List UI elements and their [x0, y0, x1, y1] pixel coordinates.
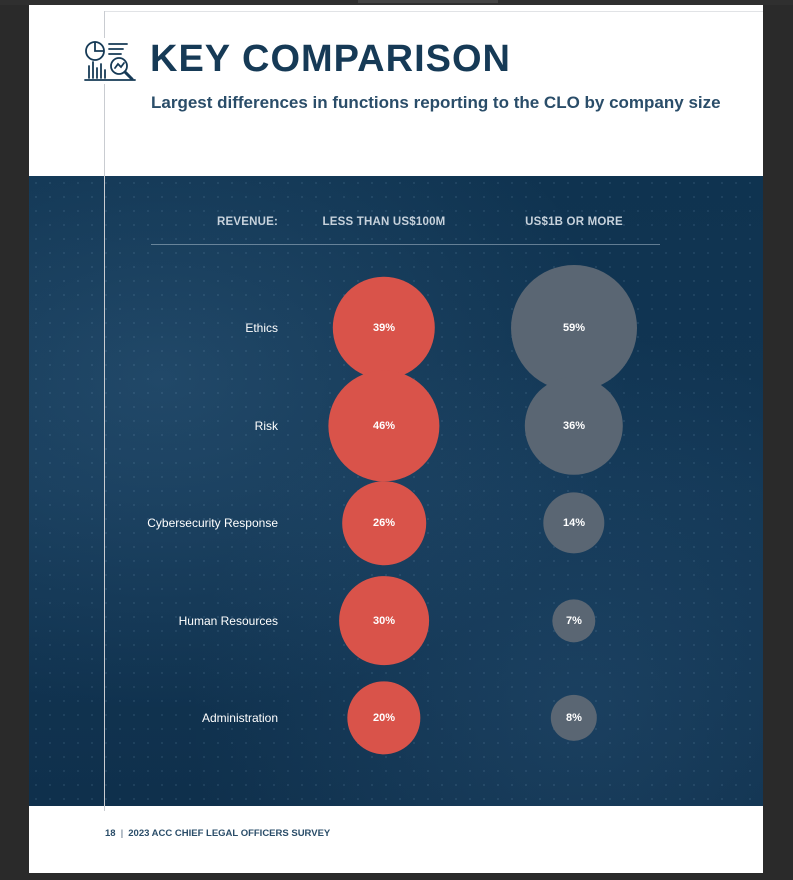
top-frame-line: [104, 11, 763, 12]
left-frame-line: [104, 11, 105, 811]
category-label-risk: Risk: [254, 418, 278, 433]
bubble-small-company-cybersecurity-response: [342, 481, 426, 565]
value-label-large-company-cybersecurity-response: 14%: [562, 517, 586, 529]
analytics-chart-icon: [81, 38, 139, 84]
header-divider: [151, 244, 660, 245]
legend-large-company: US$1B OR MORE: [525, 216, 623, 228]
revenue-header: REVENUE:: [216, 216, 278, 228]
value-label-small-company-cybersecurity-response: 26%: [372, 517, 396, 529]
publication-name: 2023 ACC CHIEF LEGAL OFFICERS SURVEY: [128, 828, 331, 839]
category-label-ethics: Ethics: [245, 321, 278, 335]
footer-separator: |: [120, 828, 124, 839]
value-label-large-company-risk: 36%: [562, 419, 586, 432]
category-label-human-resources: Human Resources: [178, 613, 278, 628]
bubble-small-company-human-resources: [339, 575, 429, 666]
bubble-large-company-administration: [550, 694, 598, 742]
bubble-large-company-human-resources: [552, 598, 596, 643]
page-subtitle: Largest differences in functions reporti…: [151, 93, 721, 112]
viewer-top-bar: [0, 0, 793, 5]
value-label-small-company-risk: 46%: [372, 419, 396, 432]
bubble-large-company-ethics: [511, 265, 637, 391]
comparison-chart-panel: REVENUE: LESS THAN US$100M US$1B OR MORE…: [29, 176, 763, 806]
page-title: KEY COMPARISON: [150, 38, 511, 80]
viewer-tab[interactable]: [358, 0, 498, 3]
value-label-large-company-human-resources: 7%: [566, 614, 582, 627]
legend-small-company: LESS THAN US$100M: [322, 216, 446, 228]
report-page: KEY COMPARISON Largest differences in fu…: [29, 5, 763, 873]
bubble-small-company-administration: [347, 681, 421, 755]
bubble-large-company-risk: [524, 376, 624, 475]
bubble-large-company-cybersecurity-response: [543, 492, 605, 554]
bubble-small-company-risk: [328, 369, 440, 482]
page-number: 18: [105, 828, 116, 839]
value-label-large-company-ethics: 59%: [562, 322, 586, 334]
value-label-large-company-administration: 8%: [566, 712, 582, 724]
bubble-small-company-ethics: [332, 276, 436, 380]
value-label-small-company-human-resources: 30%: [372, 614, 396, 627]
category-label-administration: Administration: [201, 711, 278, 725]
page-footer: 18 | 2023 ACC CHIEF LEGAL OFFICERS SURVEY: [105, 828, 330, 839]
value-label-small-company-administration: 20%: [372, 712, 396, 724]
value-label-small-company-ethics: 39%: [372, 322, 396, 334]
category-label-cybersecurity-response: Cybersecurity Response: [147, 516, 278, 530]
